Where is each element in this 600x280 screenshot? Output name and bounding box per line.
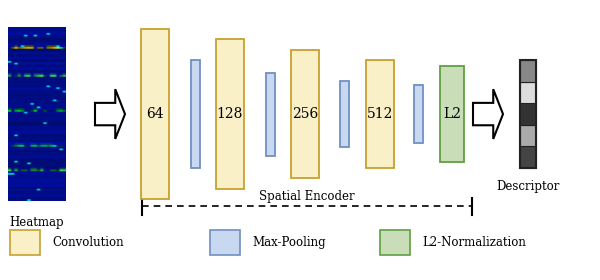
Text: L2-Normalization: L2-Normalization [422, 236, 526, 249]
Text: Convolution: Convolution [52, 236, 124, 249]
Bar [191, 60, 199, 168]
Polygon shape [473, 89, 503, 139]
Bar [520, 146, 536, 168]
Bar [520, 125, 536, 146]
Bar [520, 82, 536, 103]
Bar [265, 73, 275, 156]
Text: 128: 128 [217, 107, 243, 121]
Bar [10, 230, 40, 255]
Bar [413, 85, 422, 143]
Text: Spatial Encoder: Spatial Encoder [259, 190, 355, 203]
Bar [210, 230, 240, 255]
Bar [520, 103, 536, 125]
Text: Descriptor: Descriptor [496, 180, 560, 193]
Bar [141, 29, 169, 199]
Bar [340, 81, 349, 147]
Bar [520, 60, 536, 82]
Bar [366, 60, 394, 168]
Text: 256: 256 [292, 107, 318, 121]
Text: 512: 512 [367, 107, 393, 121]
Bar [291, 50, 319, 178]
Text: Max-Pooling: Max-Pooling [252, 236, 326, 249]
Bar [520, 60, 536, 168]
Text: L2: L2 [443, 107, 461, 121]
Polygon shape [95, 89, 125, 139]
Bar [380, 230, 410, 255]
Bar [216, 39, 244, 189]
Text: Heatmap: Heatmap [10, 216, 64, 229]
Text: 64: 64 [146, 107, 164, 121]
Bar [440, 66, 464, 162]
